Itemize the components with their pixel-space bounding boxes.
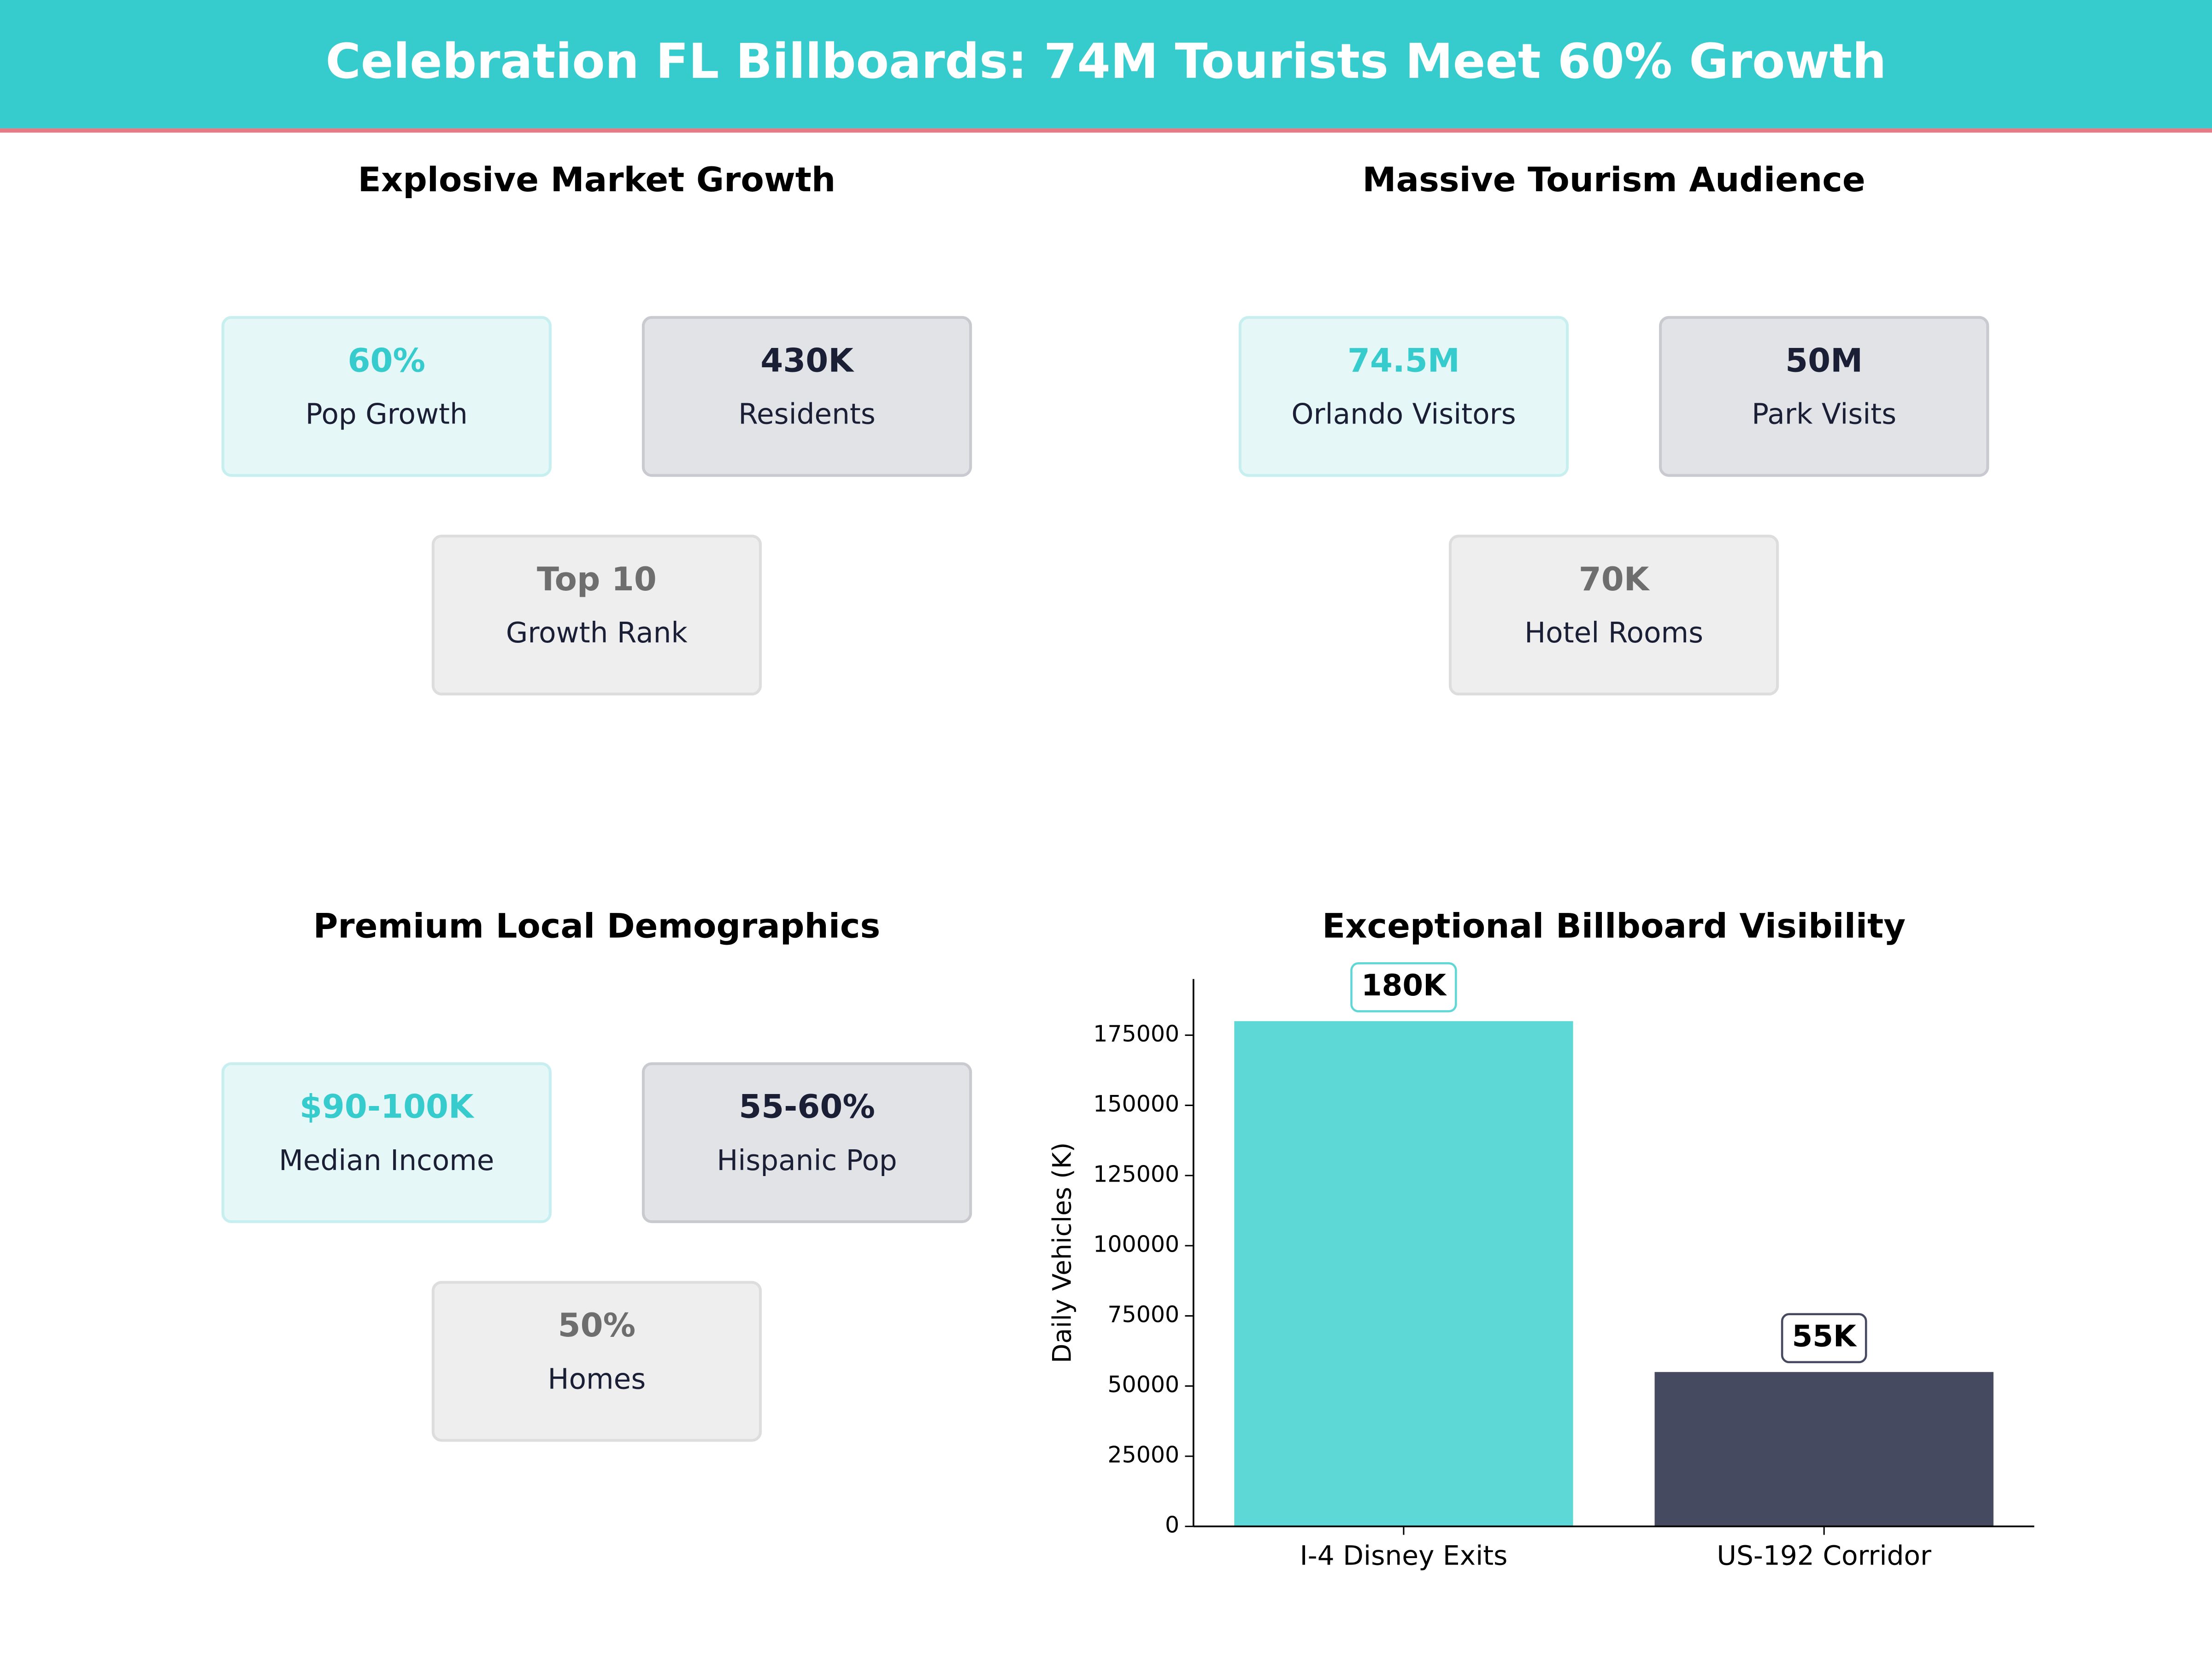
stat-value: 74.5M bbox=[1347, 341, 1460, 379]
bar bbox=[1234, 1021, 1573, 1527]
stat-value: 430K bbox=[760, 341, 854, 379]
stat-card bbox=[221, 316, 552, 477]
value-label: 55K bbox=[1792, 1319, 1857, 1353]
stat-label: Residents bbox=[738, 398, 876, 431]
stat-value: 50M bbox=[1785, 341, 1863, 379]
bar bbox=[1654, 1372, 1994, 1527]
y-axis-label: Daily Vehicles (K) bbox=[1047, 1142, 1077, 1363]
stat-card bbox=[431, 1281, 762, 1442]
stat-card bbox=[431, 535, 762, 696]
value-label-box bbox=[1350, 962, 1457, 1012]
x-tick-label: US-192 Corridor bbox=[1717, 1540, 1931, 1571]
y-tick-label: 125000 bbox=[1093, 1161, 1179, 1187]
stat-value: $90-100K bbox=[300, 1088, 475, 1126]
stat-label: Growth Rank bbox=[506, 617, 688, 649]
stat-card bbox=[1448, 535, 1779, 696]
y-tick-label: 50000 bbox=[1107, 1371, 1179, 1398]
x-tick-label: I-4 Disney Exits bbox=[1300, 1540, 1508, 1571]
value-label-box bbox=[1781, 1313, 1867, 1364]
stat-card bbox=[1238, 316, 1569, 477]
stat-value: 50% bbox=[558, 1306, 635, 1344]
y-tick-label: 25000 bbox=[1107, 1441, 1179, 1468]
y-tick-label: 0 bbox=[1165, 1512, 1179, 1538]
stat-label: Pop Growth bbox=[306, 398, 468, 431]
stat-label: Homes bbox=[548, 1363, 646, 1396]
y-tick-label: 175000 bbox=[1093, 1021, 1179, 1047]
stat-label: Hotel Rooms bbox=[1524, 617, 1703, 649]
chart-title: Exceptional Billboard Visibility bbox=[1322, 906, 1906, 946]
stat-label: Orlando Visitors bbox=[1291, 398, 1516, 431]
stat-card bbox=[221, 1062, 552, 1224]
stat-value: 60% bbox=[348, 341, 425, 379]
stat-value: 70K bbox=[1579, 560, 1650, 598]
panel-title: Premium Local Demographics bbox=[313, 906, 881, 946]
stat-value: Top 10 bbox=[537, 560, 657, 598]
stat-value: 55-60% bbox=[739, 1088, 875, 1126]
value-label: 180K bbox=[1361, 968, 1447, 1003]
header-bar bbox=[0, 0, 2212, 129]
y-tick-label: 150000 bbox=[1093, 1091, 1179, 1117]
y-tick-label: 75000 bbox=[1107, 1301, 1179, 1328]
panel-title: Explosive Market Growth bbox=[358, 160, 835, 200]
stat-label: Park Visits bbox=[1752, 398, 1896, 431]
stat-label: Median Income bbox=[279, 1144, 494, 1177]
stat-card bbox=[641, 1062, 972, 1224]
page-title: Celebration FL Billboards: 74M Tourists … bbox=[325, 33, 1886, 89]
panel-title: Massive Tourism Audience bbox=[1362, 160, 1865, 200]
stat-card bbox=[1659, 316, 1989, 477]
header-rule bbox=[0, 128, 2212, 133]
stat-card bbox=[641, 316, 972, 477]
stat-label: Hispanic Pop bbox=[717, 1144, 897, 1177]
y-tick-label: 100000 bbox=[1093, 1231, 1179, 1258]
